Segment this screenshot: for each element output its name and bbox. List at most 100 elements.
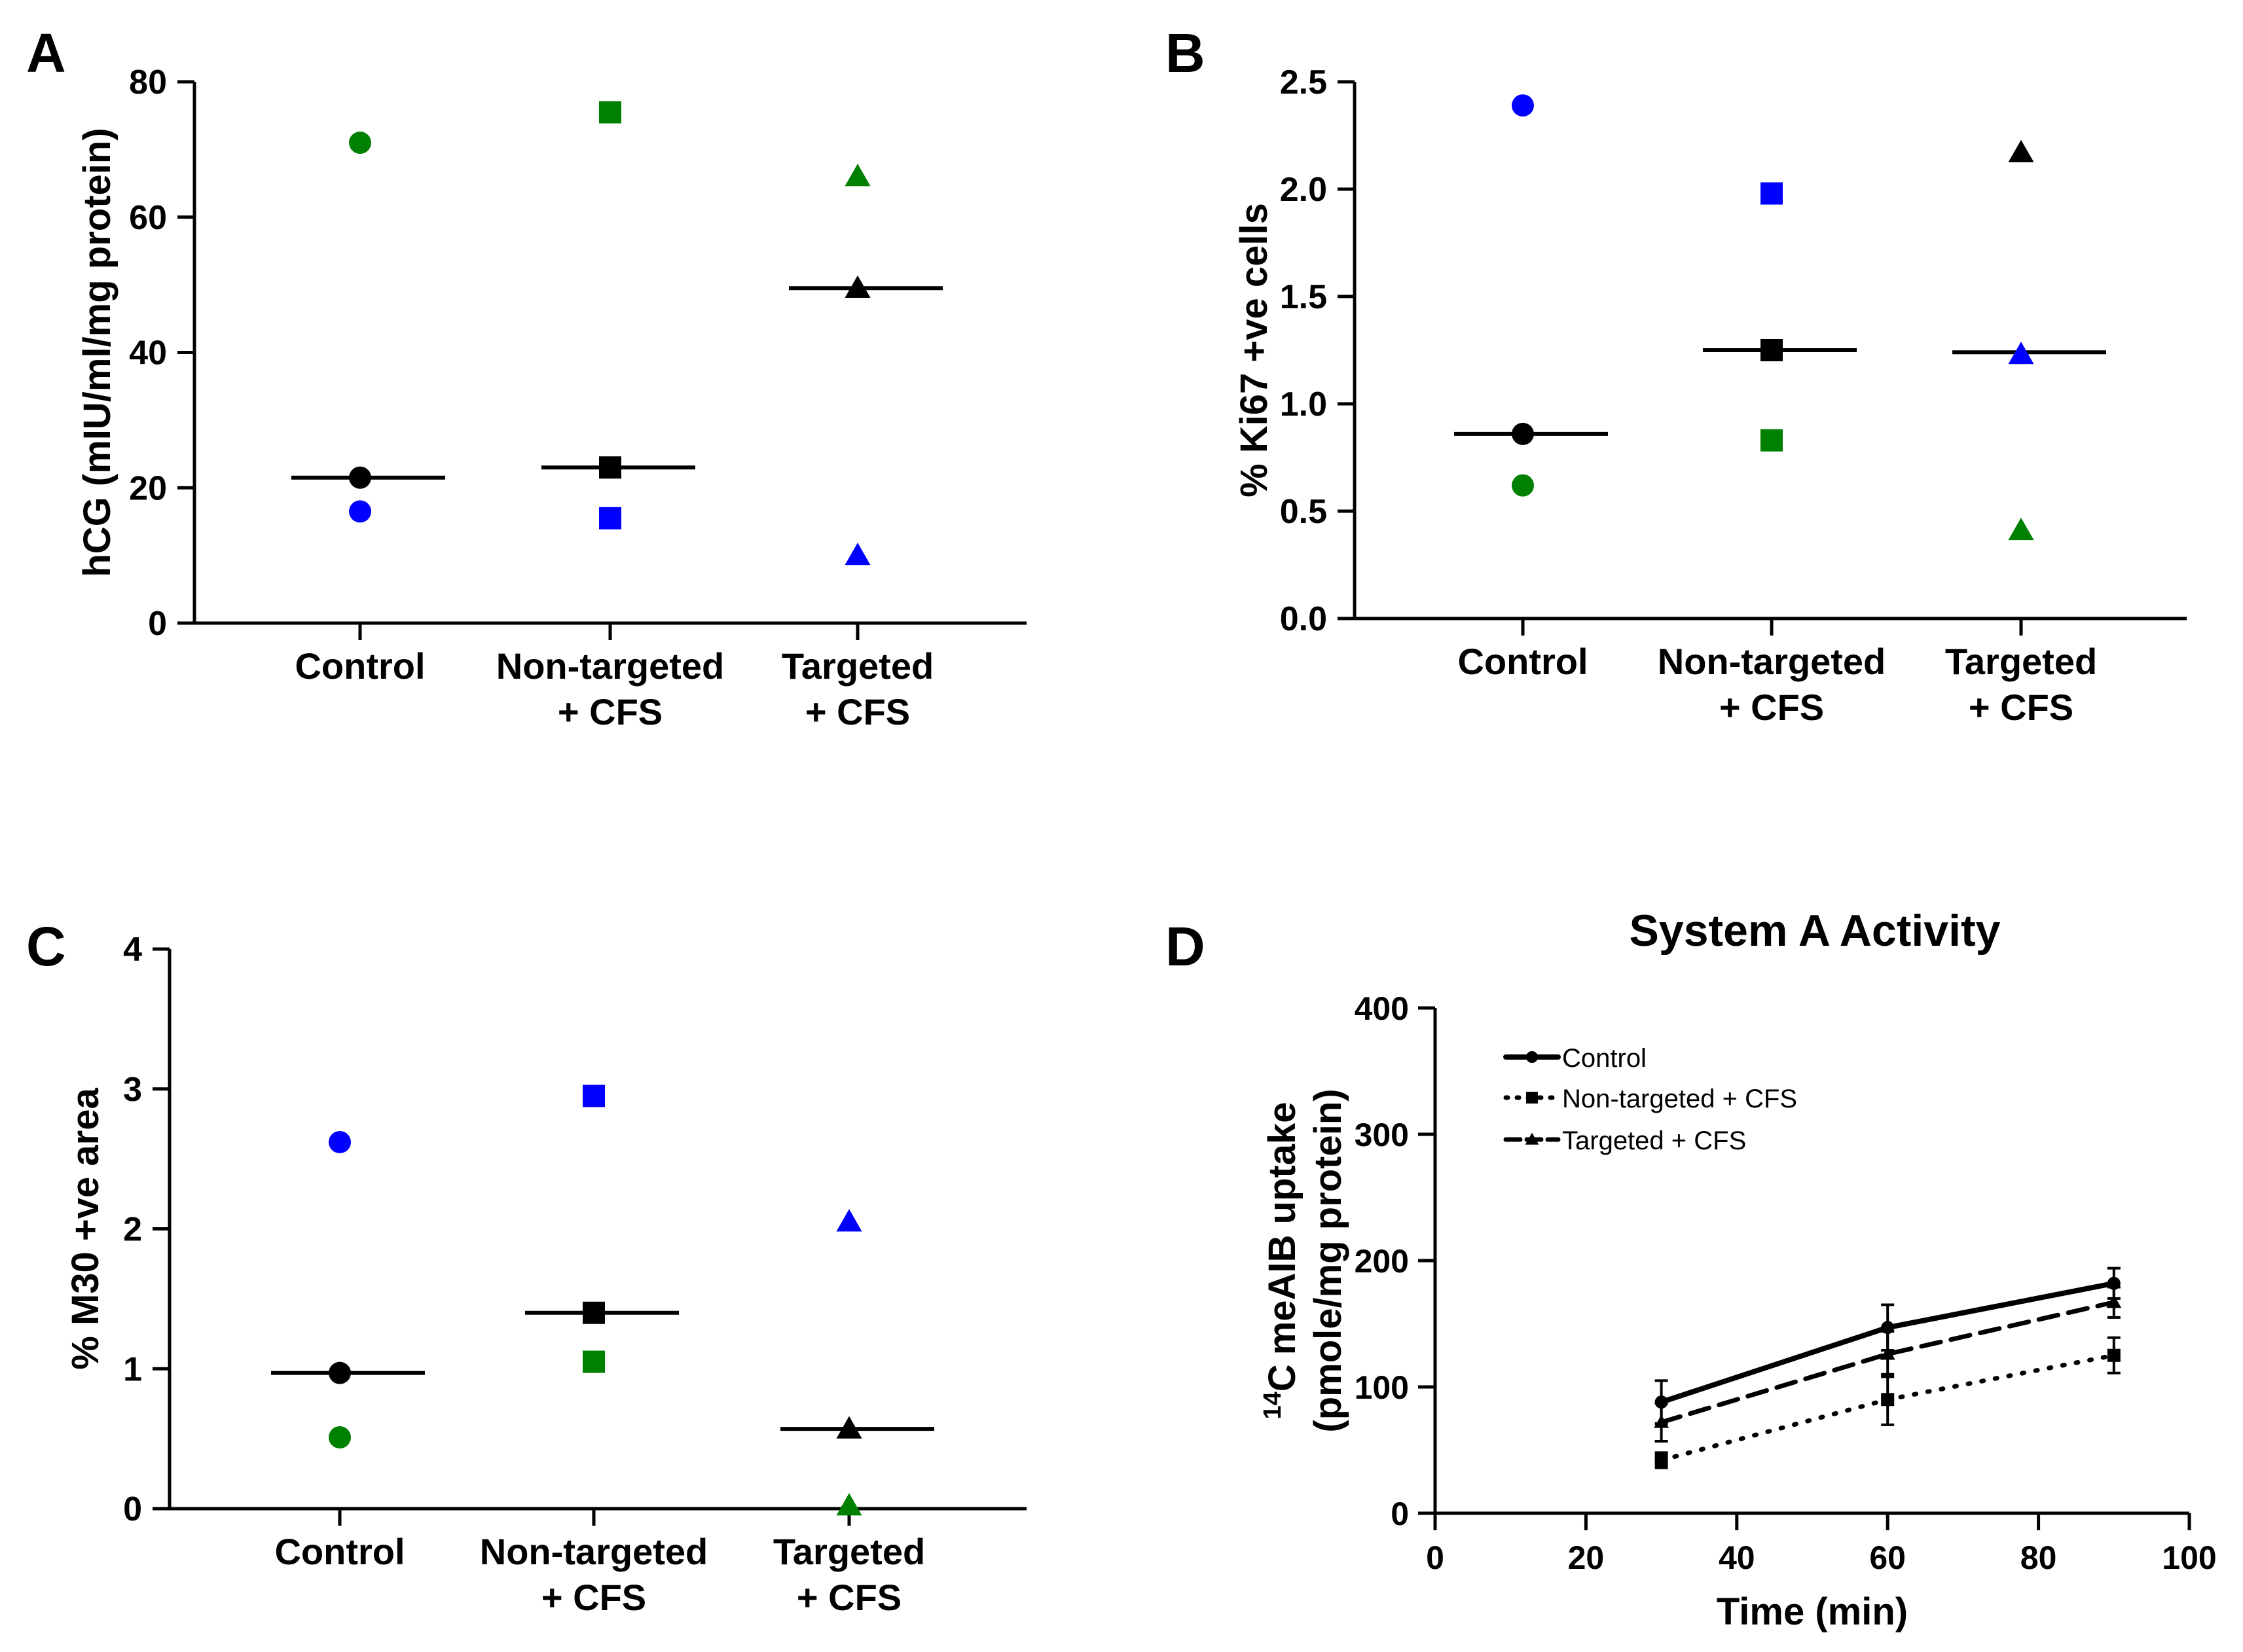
data-point-black xyxy=(349,466,371,489)
legend-label: Targeted + CFS xyxy=(1562,1126,1746,1155)
y-axis-title-line1: meAIB uptake xyxy=(1261,1102,1304,1356)
y-tick-label: 3 xyxy=(123,1071,142,1109)
y-tick-label: 2 xyxy=(123,1211,142,1249)
data-point-blue xyxy=(2008,342,2034,365)
data-point-blue xyxy=(349,500,371,523)
y-tick-label: 200 xyxy=(1355,1243,1409,1280)
y-tick-label: 0.0 xyxy=(1280,600,1327,638)
legend-label: Non-targeted + CFS xyxy=(1562,1085,1797,1113)
data-point-black xyxy=(1512,422,1534,445)
data-point-black xyxy=(599,456,621,479)
x-tick-label: Control xyxy=(295,645,425,687)
y-tick-label: 0.5 xyxy=(1280,493,1327,531)
legend-label: Control xyxy=(1562,1044,1647,1073)
x-tick-label: + CFS xyxy=(1969,687,2073,728)
panel-d-line-chart: System A Activity 0 100 200 300 400 0 20 40 60 80 1… xyxy=(1259,906,2217,1633)
data-point-green xyxy=(349,132,371,154)
y-tick-label: 40 xyxy=(129,334,167,372)
x-tick-label: + CFS xyxy=(797,1577,902,1618)
y-axis-title: 14CmeAIB uptake xyxy=(1259,1102,1304,1420)
y-axis-title-line2: (pmole/mg protein) xyxy=(1307,1088,1349,1432)
panel-label-c: C xyxy=(26,916,66,977)
x-tick-label: + CFS xyxy=(1719,687,1824,728)
y-tick-label: 60 xyxy=(129,199,167,237)
data-point-blue xyxy=(599,507,621,530)
data-point-blue xyxy=(329,1130,351,1153)
data-point-blue xyxy=(1760,182,1783,205)
y-tick-label: 400 xyxy=(1355,990,1409,1027)
x-tick-label: 0 xyxy=(1426,1539,1444,1576)
data-point-blue xyxy=(583,1085,605,1107)
x-tick-label: Control xyxy=(1457,641,1588,682)
data-point-green xyxy=(845,164,871,187)
x-tick-label: Control xyxy=(274,1531,405,1572)
data-point-dashed xyxy=(1654,1414,1669,1428)
legend-marker xyxy=(1526,1092,1538,1104)
data-point-green xyxy=(329,1426,351,1448)
x-tick-label: 40 xyxy=(1719,1539,1755,1576)
y-axis-title: % M30 +ve area xyxy=(64,1088,107,1370)
legend-marker xyxy=(1525,1132,1539,1145)
y-axis-title-element: C xyxy=(1261,1364,1304,1392)
y-tick-label: 20 xyxy=(129,469,167,507)
y-axis-title: % Ki67 +ve cells xyxy=(1233,203,1275,497)
data-point-black xyxy=(2008,139,2034,162)
data-point-green xyxy=(2008,517,2034,541)
data-point-blue xyxy=(836,1209,862,1232)
x-tick-label: Non-targeted xyxy=(480,1531,708,1572)
data-point-black xyxy=(583,1301,605,1324)
x-tick-label: Targeted xyxy=(773,1531,925,1572)
data-point-black xyxy=(845,275,871,298)
y-tick-label: 80 xyxy=(129,63,167,101)
y-tick-label: 100 xyxy=(1355,1369,1409,1406)
panel-a-scatter: 0 20 40 60 80 hCG (mIU/ml/mg protein) Control N… xyxy=(76,63,1027,732)
data-point-dashed xyxy=(1880,1346,1895,1360)
y-tick-label: 0 xyxy=(1391,1496,1409,1532)
x-tick-label: 60 xyxy=(1869,1539,1906,1576)
x-axis-title: Time (min) xyxy=(1717,1590,1908,1633)
x-tick-label: Targeted xyxy=(1945,641,2097,682)
y-tick-label: 300 xyxy=(1355,1117,1409,1153)
data-point-green xyxy=(599,101,621,124)
panel-c-scatter: 0 1 2 3 4 % M30 +ve area Control Non-targeted + … xyxy=(64,931,1027,1618)
x-tick-label: Non-targeted xyxy=(496,645,724,687)
y-tick-label: 0 xyxy=(123,1490,142,1528)
data-point-dotted xyxy=(1881,1393,1895,1407)
x-tick-label: + CFS xyxy=(541,1577,646,1618)
data-point-black xyxy=(1760,339,1783,361)
chart-title: System A Activity xyxy=(1630,906,2001,956)
data-point-dotted xyxy=(2107,1348,2121,1362)
panel-b-scatter: 0.0 0.5 1.0 1.5 2.0 2.5 % Ki67 +ve cells Contro… xyxy=(1233,63,2187,728)
data-point-black xyxy=(836,1416,862,1439)
x-tick-label: + CFS xyxy=(805,691,910,732)
y-tick-label: 0 xyxy=(148,605,167,643)
panel-label-a: A xyxy=(26,22,66,84)
x-tick-label: 100 xyxy=(2162,1539,2216,1576)
x-tick-label: Non-targeted xyxy=(1658,641,1886,682)
y-tick-label: 2.5 xyxy=(1280,63,1327,101)
panel-label-b: B xyxy=(1165,22,1205,84)
data-point-blue xyxy=(845,543,871,566)
x-tick-label: 80 xyxy=(2020,1539,2057,1576)
y-axis-title: hCG (mIU/ml/mg protein) xyxy=(76,128,119,577)
y-tick-label: 1.0 xyxy=(1280,386,1327,423)
series-line-dashed xyxy=(1659,1300,2117,1425)
y-axis-title-isotope: 14 xyxy=(1259,1392,1286,1419)
x-tick-label: + CFS xyxy=(558,691,663,732)
legend-marker xyxy=(1526,1051,1538,1063)
y-tick-label: 4 xyxy=(123,931,142,969)
data-point-green xyxy=(1512,474,1534,497)
data-point-dotted xyxy=(1654,1453,1668,1467)
y-tick-label: 1.5 xyxy=(1280,278,1327,316)
data-point-black xyxy=(329,1361,351,1384)
y-tick-label: 1 xyxy=(123,1350,142,1388)
data-point-green xyxy=(1760,429,1783,452)
data-point-green xyxy=(836,1493,862,1516)
data-point-dashed xyxy=(2106,1295,2122,1308)
x-tick-label: Targeted xyxy=(782,645,934,687)
data-point-blue xyxy=(1512,94,1534,117)
x-tick-label: 20 xyxy=(1568,1539,1605,1576)
panel-label-d: D xyxy=(1165,916,1205,977)
y-tick-label: 2.0 xyxy=(1280,171,1327,209)
